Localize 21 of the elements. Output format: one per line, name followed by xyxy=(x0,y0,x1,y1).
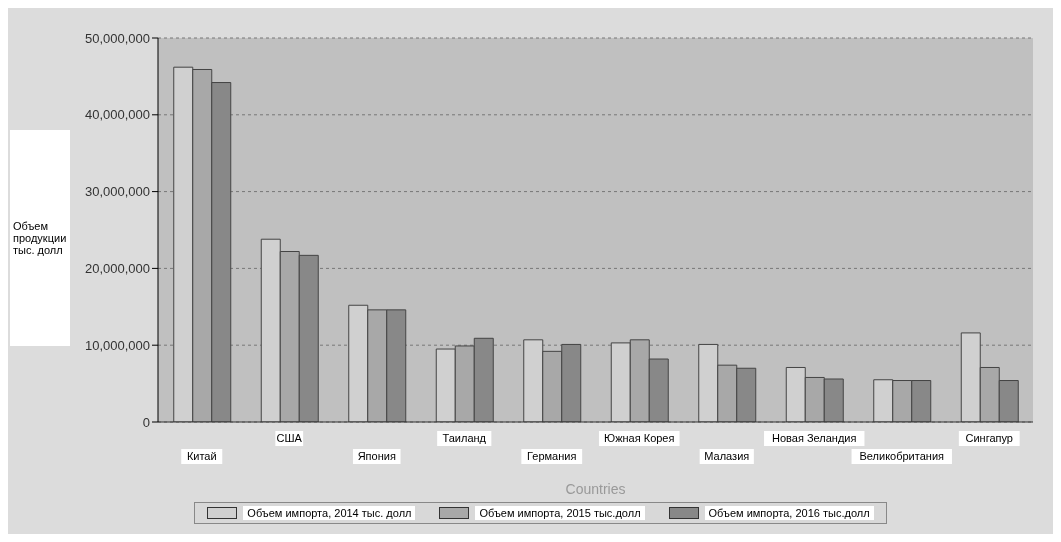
x-tick-label: Германия xyxy=(527,450,577,462)
x-tick-label: Китай xyxy=(186,450,217,462)
x-tick-label: Малазия xyxy=(704,450,750,462)
x-tick-label: Новая Зеландия xyxy=(772,432,857,444)
x-tick-label: Сингапур xyxy=(965,432,1014,444)
y-tick-label: 30,000,000 xyxy=(84,184,150,200)
x-tick-label: Великобритания xyxy=(859,450,945,462)
legend-label: Объем импорта, 2015 тыс.долл xyxy=(475,506,645,520)
y-tick-label: 0 xyxy=(142,414,150,430)
x-tick-label: Южная Корея xyxy=(604,432,675,444)
x-tick-label: Япония xyxy=(357,450,396,462)
legend-label: Объем импорта, 2014 тыс. долл xyxy=(243,506,416,520)
x-axis-title: Countries xyxy=(565,481,626,497)
y-tick-label: 20,000,000 xyxy=(84,261,150,277)
legend-label: Объем импорта, 2016 тыс.долл xyxy=(704,506,874,520)
y-tick-label: 10,000,000 xyxy=(84,337,150,353)
y-tick-label: 40,000,000 xyxy=(84,107,150,123)
x-tick-label: США xyxy=(276,432,303,444)
y-axis-title: Объем продукции тыс. долл xyxy=(12,219,68,258)
y-tick-label: 50,000,000 xyxy=(84,30,150,46)
x-tick-label: Таиланд xyxy=(442,432,487,444)
